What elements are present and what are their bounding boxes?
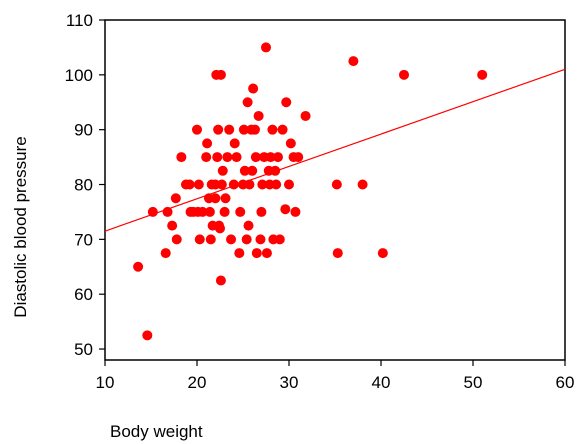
data-point: [228, 179, 239, 190]
data-point: [300, 110, 311, 121]
x-tick-label: 60: [556, 373, 575, 392]
data-point: [220, 193, 231, 204]
data-point: [197, 206, 208, 217]
data-point: [205, 234, 216, 245]
x-tick-label: 40: [372, 373, 391, 392]
data-point: [261, 42, 271, 53]
data-point: [212, 152, 223, 163]
data-point: [348, 56, 359, 67]
data-point: [284, 179, 294, 190]
data-point: [247, 165, 258, 176]
data-point: [231, 152, 242, 163]
data-point: [226, 234, 237, 245]
data-point: [215, 275, 226, 286]
data-point: [277, 124, 288, 135]
data-point: [194, 234, 205, 245]
data-point: [248, 83, 259, 94]
y-tick-label: 100: [65, 66, 93, 85]
data-point: [242, 97, 253, 108]
data-point: [399, 69, 409, 80]
y-axis-ticks: 50 60 70 80 90 100 110: [65, 11, 105, 359]
x-axis-title: Body weight: [110, 422, 203, 441]
y-tick-label: 110: [66, 11, 93, 30]
data-point: [204, 206, 215, 217]
data-point: [332, 248, 343, 259]
data-point: [201, 152, 212, 163]
x-tick-label: 50: [464, 373, 483, 392]
y-tick-label: 70: [74, 230, 93, 249]
data-point: [133, 261, 144, 272]
data-point: [171, 234, 182, 245]
data-point: [267, 124, 278, 135]
data-point: [239, 165, 250, 176]
data-point: [142, 330, 153, 341]
data-point: [224, 124, 235, 135]
data-point: [257, 179, 268, 190]
y-tick-label: 50: [74, 340, 93, 359]
data-point: [213, 124, 224, 135]
data-point: [193, 179, 204, 190]
data-points: [133, 42, 488, 341]
data-point: [243, 220, 254, 231]
data-point: [222, 152, 233, 163]
data-point: [162, 206, 173, 217]
data-point: [170, 193, 181, 204]
data-point: [280, 204, 291, 215]
x-tick-label: 20: [188, 373, 207, 392]
data-point: [250, 152, 261, 163]
data-point: [167, 220, 178, 231]
data-point: [215, 223, 225, 234]
data-point: [176, 152, 187, 163]
y-axis-title: Diastolic blood pressure: [11, 136, 30, 317]
data-point: [210, 193, 221, 204]
data-point: [238, 124, 249, 135]
data-point: [234, 248, 245, 259]
data-point: [147, 206, 158, 217]
data-point: [285, 138, 296, 149]
data-point: [256, 206, 267, 217]
data-point: [281, 97, 292, 108]
data-point: [241, 234, 252, 245]
trend-line: [104, 68, 566, 232]
data-point: [192, 124, 202, 135]
data-point: [251, 248, 262, 259]
data-point: [261, 248, 272, 259]
data-point: [244, 179, 255, 190]
data-point: [217, 165, 228, 176]
data-point: [377, 248, 388, 259]
data-point: [184, 179, 195, 190]
data-point: [265, 152, 276, 163]
data-point: [255, 234, 266, 245]
data-point: [270, 165, 281, 176]
data-point: [219, 206, 230, 217]
data-point: [271, 179, 282, 190]
x-tick-label: 30: [280, 373, 299, 392]
data-point: [235, 206, 246, 217]
y-tick-label: 80: [74, 176, 93, 195]
plot-frame: [104, 19, 566, 361]
data-point: [202, 138, 213, 149]
y-tick-label: 90: [74, 121, 93, 140]
data-point: [357, 179, 368, 190]
data-point: [160, 248, 171, 259]
data-point: [293, 152, 304, 163]
data-point: [249, 124, 260, 135]
data-point: [290, 206, 301, 217]
data-point: [331, 179, 342, 190]
y-tick-label: 60: [74, 285, 93, 304]
data-point: [272, 152, 283, 163]
data-point: [477, 69, 488, 80]
data-point: [215, 69, 226, 80]
data-point: [274, 234, 285, 245]
x-axis-ticks: 10 20 30 40 50 60: [96, 360, 575, 392]
data-point: [253, 110, 264, 121]
x-tick-label: 10: [96, 373, 115, 392]
data-point: [229, 138, 240, 149]
data-point: [216, 179, 227, 190]
